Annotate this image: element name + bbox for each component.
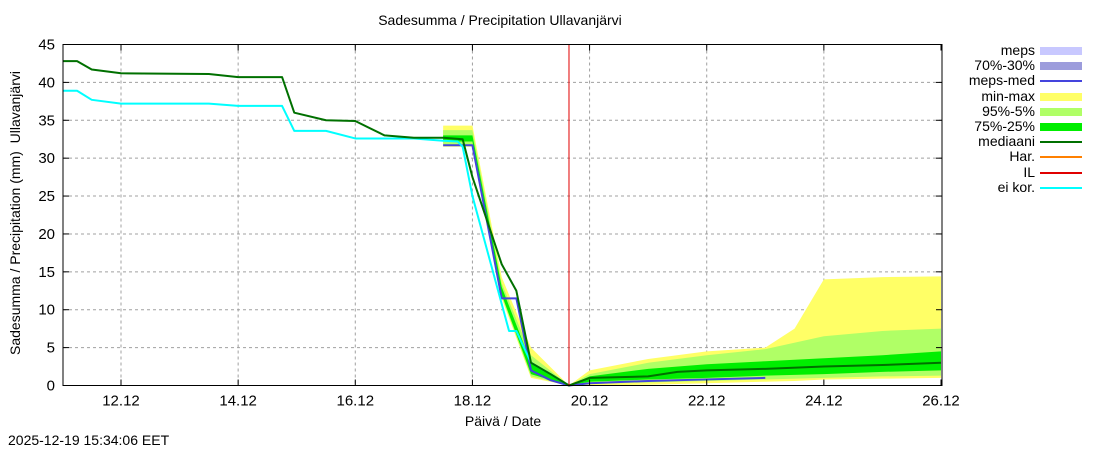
legend-swatch (1040, 92, 1082, 101)
svg-text:20.12: 20.12 (571, 393, 609, 410)
svg-text:40: 40 (38, 74, 55, 91)
legend-swatch (1040, 171, 1082, 174)
legend-item-75-25: 75%-25% (945, 117, 1095, 134)
svg-text:10: 10 (38, 302, 55, 319)
legend-label: min-max (981, 87, 1035, 104)
legend-item-meps: meps (945, 43, 1095, 58)
y-axis-label: Sadesumma / Precipitation (mm) Ullavanjä… (7, 71, 23, 355)
chart-title: Sadesumma / Precipitation Ullavanjärvi (378, 12, 622, 28)
svg-text:15: 15 (38, 264, 55, 281)
legend-label: IL (1023, 163, 1035, 180)
axis-ticks: 0 5 10 15 20 25 30 35 40 45 12.12 14.12 16.12 18.12 20… (38, 37, 959, 410)
legend-item-mediaani: mediaani (945, 134, 1095, 149)
svg-text:14.12: 14.12 (219, 393, 257, 410)
chart-legend: meps 70%-30% meps-med min-max 95%-5% 75%… (945, 43, 1095, 195)
legend-swatch (1040, 122, 1082, 131)
svg-text:20: 20 (38, 226, 55, 243)
svg-text:16.12: 16.12 (337, 393, 375, 410)
svg-text:45: 45 (38, 37, 55, 54)
legend-swatch (1040, 156, 1082, 159)
timestamp: 2025-12-19 15:34:06 EET (8, 432, 170, 448)
x-axis-label: Päivä / Date (464, 413, 542, 429)
legend-label: Har. (1009, 148, 1035, 165)
legend-item-70-30: 70%-30% (945, 58, 1095, 73)
legend-item-min-max: min-max (945, 87, 1095, 104)
series-lines (63, 60, 942, 387)
svg-text:24.12: 24.12 (805, 393, 843, 410)
svg-text:25: 25 (38, 188, 55, 205)
svg-text:12.12: 12.12 (102, 393, 140, 410)
legend-swatch (1040, 107, 1082, 116)
legend-swatch (1040, 80, 1082, 83)
legend-item-ei-kor: ei kor. (945, 178, 1095, 195)
svg-text:0: 0 (47, 378, 55, 395)
legend-swatch (1040, 62, 1082, 71)
svg-text:5: 5 (47, 340, 55, 357)
legend-label: 75%-25% (974, 117, 1035, 134)
svg-text:26.12: 26.12 (922, 393, 960, 410)
legend-label: meps (1000, 42, 1035, 58)
grid-lines (63, 44, 942, 386)
legend-label: 70%-30% (974, 57, 1035, 74)
plot-frame (62, 44, 943, 386)
legend-label: mediaani (978, 133, 1035, 150)
svg-text:22.12: 22.12 (688, 393, 726, 410)
legend-swatch (1040, 47, 1082, 55)
svg-text:35: 35 (38, 112, 55, 129)
legend-item-har: Har. (945, 149, 1095, 164)
legend-swatch (1040, 141, 1082, 144)
legend-item-meps-med: meps-med (945, 73, 1095, 88)
legend-label: 95%-5% (982, 102, 1035, 119)
legend-item-il: IL (945, 163, 1095, 180)
legend-label: meps-med (968, 72, 1035, 89)
ensemble-bands (443, 125, 941, 386)
legend-swatch (1040, 186, 1082, 189)
legend-item-95-5: 95%-5% (945, 102, 1095, 119)
svg-text:18.12: 18.12 (454, 393, 492, 410)
svg-text:30: 30 (38, 150, 55, 167)
legend-label: ei kor. (997, 178, 1035, 195)
